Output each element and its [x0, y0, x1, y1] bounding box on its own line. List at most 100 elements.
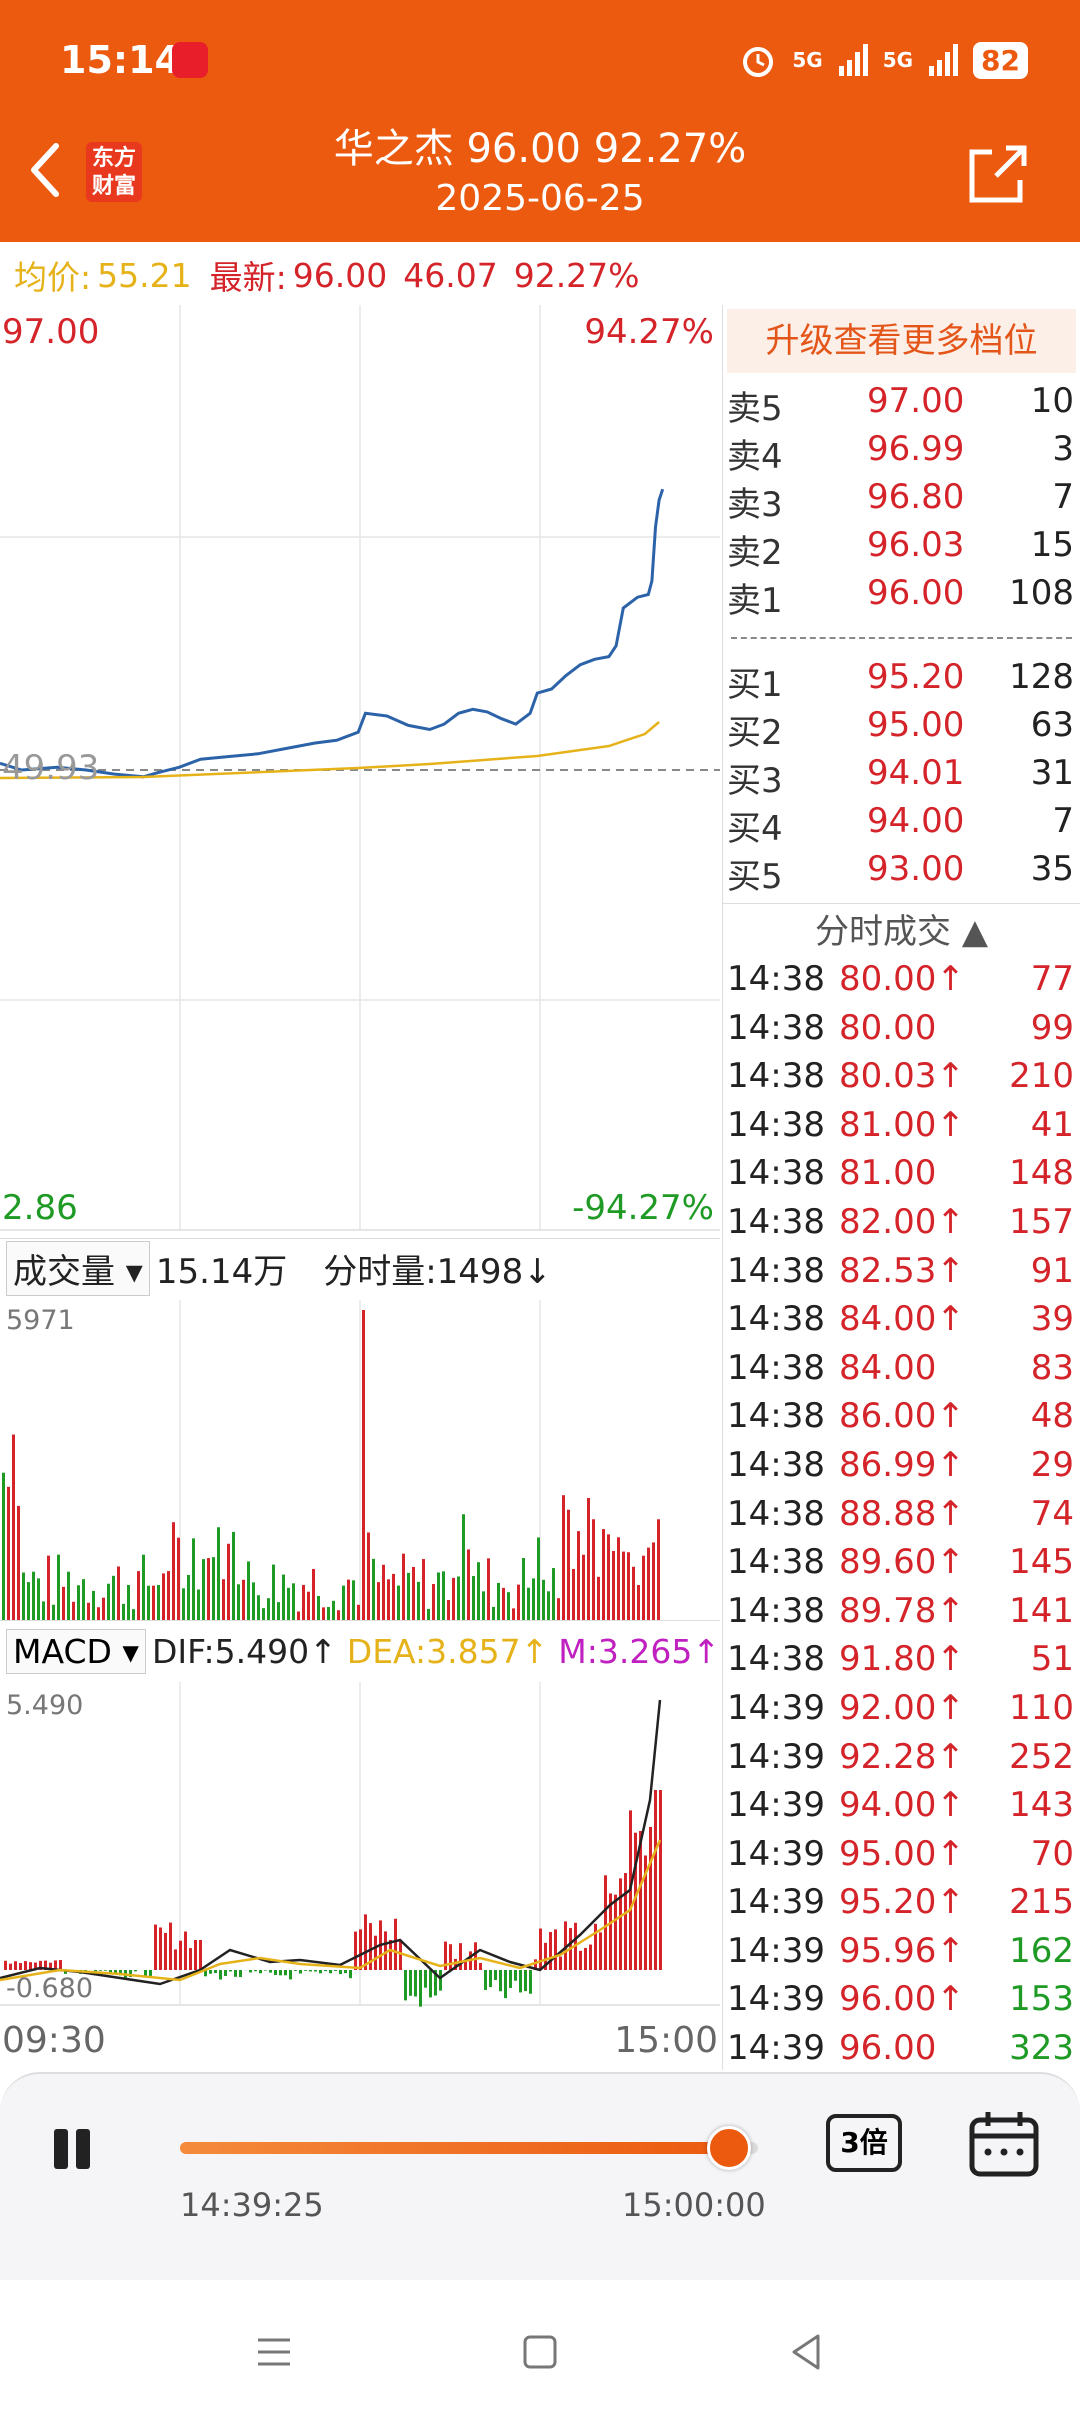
bid-row[interactable]: 买1 95.20 128 — [723, 657, 1080, 705]
progress-slider[interactable] — [180, 2126, 758, 2170]
progress-knob[interactable] — [707, 2126, 752, 2170]
macd-bar — [184, 1931, 187, 1970]
trade-volume: 39 — [1030, 1299, 1074, 1340]
latest-price: 96.00 — [292, 255, 388, 295]
trade-volume: 252 — [1009, 1736, 1074, 1777]
volume-bar — [547, 1591, 550, 1620]
trade-row: 14:38 84.00 83 — [723, 1348, 1080, 1397]
macd-bar — [514, 1970, 517, 1981]
volume-bar — [352, 1580, 355, 1620]
bid-row[interactable]: 买2 95.00 63 — [723, 705, 1080, 753]
ask-row[interactable]: 卖5 97.00 10 — [723, 381, 1080, 429]
volume-bar — [132, 1609, 135, 1620]
pause-button[interactable] — [52, 2129, 96, 2173]
volume-bar — [232, 1531, 235, 1620]
bid-row[interactable]: 买4 94.00 7 — [723, 801, 1080, 849]
volume-bar — [602, 1529, 605, 1620]
volume-bar — [597, 1576, 600, 1620]
intraday-charts[interactable] — [0, 305, 720, 2070]
volume-bar — [432, 1583, 435, 1620]
menu-nav-icon[interactable] — [244, 2322, 304, 2382]
macd-bar — [209, 1970, 212, 1974]
trade-price: 95.20↑ — [839, 1882, 965, 1923]
speed-button[interactable]: 3倍 — [826, 2114, 902, 2172]
volume-bar — [192, 1538, 195, 1620]
macd-bar — [634, 1832, 637, 1970]
volume-bar — [552, 1568, 555, 1620]
volume-bar — [417, 1581, 420, 1620]
trade-time: 14:38 — [727, 1153, 825, 1194]
share-icon[interactable] — [966, 144, 1028, 206]
trade-time: 14:39 — [727, 1736, 825, 1777]
volume-bar — [527, 1587, 530, 1620]
macd-bar — [229, 1970, 232, 1972]
volume-bar — [487, 1558, 490, 1620]
macd-bar — [354, 1931, 357, 1970]
ask-label: 卖5 — [727, 389, 783, 429]
trade-row: 14:39 92.00↑ 110 — [723, 1688, 1080, 1737]
trade-volume: 157 — [1009, 1201, 1074, 1242]
volume-total: 15.14万 — [155, 1252, 288, 1292]
volume-bar — [557, 1598, 560, 1620]
volume-bar — [632, 1566, 635, 1620]
trades-title-toggle[interactable]: 分时成交 ▲ — [723, 903, 1080, 959]
volume-selector[interactable]: 成交量 ▾ — [6, 1241, 150, 1296]
volume-bar — [452, 1577, 455, 1620]
bid-price: 94.01 — [867, 753, 965, 793]
trade-time: 14:38 — [727, 1250, 825, 1291]
volume-bar — [367, 1532, 370, 1620]
macd-bar — [649, 1826, 652, 1970]
macd-bar — [199, 1940, 202, 1970]
volume-bar — [327, 1607, 330, 1620]
macd-bar — [499, 1970, 502, 1992]
macd-bar — [414, 1970, 417, 1997]
macd-bar — [134, 1970, 137, 1972]
ask-row[interactable]: 卖1 96.00 108 — [723, 573, 1080, 621]
trade-time: 14:38 — [727, 1347, 825, 1388]
macd-bar — [339, 1970, 342, 1975]
macd-bar — [544, 1942, 547, 1970]
volume-bar — [482, 1591, 485, 1620]
macd-bar — [534, 1959, 537, 1970]
avg-value: 55.21 — [97, 255, 192, 295]
trade-volume: 145 — [1009, 1542, 1074, 1583]
indicator-selector[interactable]: MACD ▾ — [6, 1629, 146, 1674]
volume-bar — [317, 1595, 320, 1620]
macd-bar — [394, 1918, 397, 1970]
trade-price: 86.00↑ — [839, 1396, 965, 1437]
bid-qty: 128 — [1009, 657, 1074, 697]
volume-bar — [227, 1543, 230, 1620]
back-nav-icon[interactable] — [776, 2322, 836, 2382]
trade-volume: 143 — [1009, 1785, 1074, 1826]
bid-row[interactable]: 买3 94.01 31 — [723, 753, 1080, 801]
ask-qty: 7 — [1052, 477, 1074, 517]
volume-bar — [222, 1579, 225, 1620]
trade-volume: 148 — [1009, 1153, 1074, 1194]
ask-row[interactable]: 卖2 96.03 15 — [723, 525, 1080, 573]
volume-bar — [497, 1582, 500, 1620]
macd-bar — [509, 1970, 512, 1988]
home-nav-icon[interactable] — [510, 2322, 570, 2382]
macd-bar — [294, 1970, 297, 1971]
volume-bar — [622, 1551, 625, 1620]
upgrade-depth-button[interactable]: 升级查看更多档位 — [727, 309, 1076, 373]
ask-row[interactable]: 卖3 96.80 7 — [723, 477, 1080, 525]
notification-app-icon — [172, 42, 208, 78]
bottom-price-label: 2.86 — [2, 1188, 78, 1228]
macd-bar — [309, 1970, 312, 1972]
macd-bar — [54, 1960, 57, 1970]
trade-list[interactable]: 14:38 80.00↑ 77 14:38 80.00 99 14:38 80.03↑ 210 1… — [723, 959, 1080, 2077]
ask-list: 卖5 97.00 10 卖4 96.99 3 卖3 96.80 7 卖2 96.03 15 卖1 96.0… — [723, 381, 1080, 621]
latest-pct: 92.27% — [513, 255, 640, 295]
volume-bar — [292, 1583, 295, 1620]
macd-max-label: 5.490 — [6, 1690, 84, 1721]
time-end: 15:00 — [614, 2020, 718, 2061]
macd-bar — [549, 1931, 552, 1970]
bid-row[interactable]: 买5 93.00 35 — [723, 849, 1080, 897]
volume-bar — [252, 1582, 255, 1620]
calendar-icon[interactable] — [968, 2110, 1040, 2178]
back-arrow-icon[interactable] — [28, 140, 62, 200]
ask-row[interactable]: 卖4 96.99 3 — [723, 429, 1080, 477]
macd-bar — [149, 1970, 152, 1978]
macd-bar — [219, 1970, 222, 1980]
